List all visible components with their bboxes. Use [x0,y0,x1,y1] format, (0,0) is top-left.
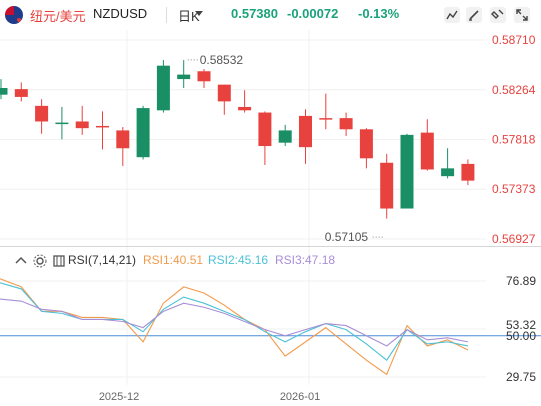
rsi2-value: RSI2:45.16 [208,253,269,267]
price-tick-label: 0.57818 [492,133,536,147]
timeframe-selector[interactable]: 日K [178,9,200,24]
draw-icon[interactable] [465,6,483,24]
candle [441,148,455,179]
candle [400,133,414,209]
candle [299,109,312,164]
candle [0,79,8,100]
rsi-line-rsi3 [0,298,469,347]
candle-body [14,89,28,97]
candle-body [96,125,109,128]
price-tick-label: 0.56927 [492,232,536,246]
candle [258,111,272,166]
candle [96,111,109,150]
candle-body [156,65,170,111]
candle [75,105,89,135]
indicator-icon[interactable] [52,254,66,268]
candle-body [35,105,49,122]
candle-body [299,115,312,148]
price-tick-label: 0.57373 [492,182,536,196]
candle-body [441,168,455,177]
candle [55,106,69,140]
price-tick-label: 0.58264 [492,83,536,97]
candle-body [177,74,191,80]
candle-body [238,106,252,111]
rsi-tick-label: 53.32 [506,318,536,332]
price-change: -0.00072 [287,6,339,21]
candle-body [339,118,353,130]
candle [319,93,333,130]
candle-body [258,112,272,147]
candle-body [55,122,69,125]
nzd-usd-flag-icon [5,6,23,24]
rsi-grid [0,280,541,378]
candle [197,69,211,88]
candle-body [116,130,130,149]
chevron-down-icon[interactable] [195,11,203,16]
candle-body [197,71,211,82]
candle [461,159,475,186]
date-axis: 2025-12 2026-01 [99,391,320,403]
rsi-tick-label: 29.75 [506,370,536,384]
price-tick-label: 0.58710 [492,33,536,47]
low-annotation: 0.57105 [325,230,369,244]
candle-body [461,163,475,181]
candle-body [217,84,231,102]
candle [177,60,191,88]
candle [278,124,292,147]
chart-line-icon[interactable] [443,6,461,24]
rsi1-value: RSI1:40.51 [143,253,204,267]
date-tick-label: 2025-12 [99,391,139,403]
expand-icon[interactable] [513,6,531,24]
pair-name-cn: 纽元/美元 [30,9,86,24]
collapse-icon[interactable] [14,254,28,268]
price-annotations: 0.58532 0.57105 [187,53,383,244]
header-divider [166,7,167,23]
price-change-percent: -0.13% [358,6,400,21]
candle-body [319,118,333,120]
candle [35,99,49,134]
rsi-tick-label: 76.89 [506,274,536,288]
tools-icon[interactable] [489,6,507,24]
rsi-line-rsi1 [0,278,469,376]
candle [238,90,252,113]
candle-body [400,134,414,209]
candle [14,82,28,102]
candle [136,105,150,160]
candle-body [0,87,8,95]
candle-body [359,129,373,159]
pair-symbol[interactable]: NZDUSD [93,6,148,21]
candle-body [278,130,292,143]
settings-icon[interactable] [33,254,47,268]
candle [156,60,170,113]
candle-body [75,121,89,129]
candle-body [420,132,434,170]
candle [116,127,130,167]
rsi-title: RSI(7,14,21) [68,253,137,267]
rsi-series [0,278,469,376]
chart-header: 纽元/美元 NZDUSD 日K 0.57380 -0.00072 -0.13% [0,0,541,30]
rsi-tick-label: 50.00 [506,329,536,343]
candle [420,119,434,171]
high-annotation: 0.58532 [200,53,244,67]
pane-divider [0,246,541,247]
candle [359,128,373,169]
date-tick-label: 2026-01 [280,391,320,403]
price-axis: 0.58710 0.58264 0.57818 0.57373 0.56927 [492,33,536,246]
candle-body [136,108,150,158]
last-price: 0.57380 [231,6,278,21]
candle [380,153,394,219]
rsi3-value: RSI3:47.18 [275,253,336,267]
candle [217,84,231,115]
candle-body [380,162,394,209]
candle [339,112,353,136]
candlestick-series [0,60,475,219]
